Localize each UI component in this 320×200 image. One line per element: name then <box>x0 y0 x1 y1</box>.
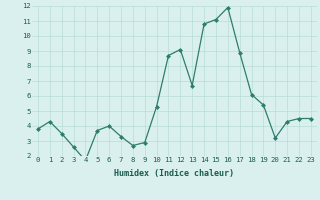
X-axis label: Humidex (Indice chaleur): Humidex (Indice chaleur) <box>115 169 234 178</box>
